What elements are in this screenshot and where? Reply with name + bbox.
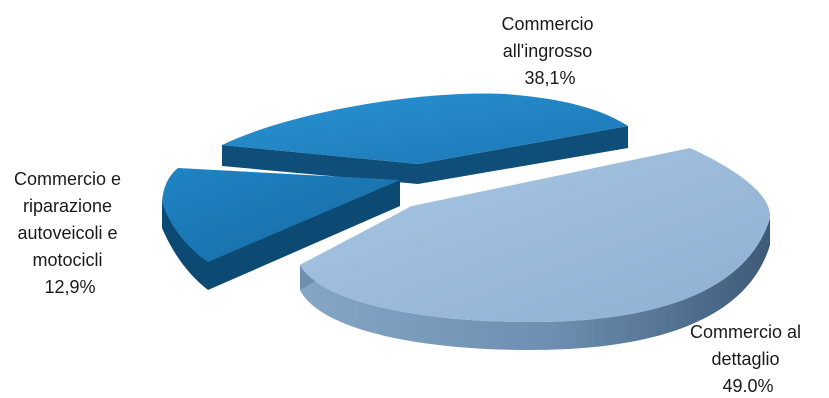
slice-retail-top: [300, 148, 771, 322]
slice-vehicles-top: [162, 168, 400, 262]
label-retail-line-2: dettaglio: [711, 349, 779, 369]
slice-wholesale-side: [222, 126, 628, 184]
label-wholesale-line-2: all'ingrosso: [503, 41, 592, 61]
label-vehicles-line-3: autoveicoli e: [17, 223, 117, 243]
label-wholesale: Commercio all'ingrosso 38,1%: [501, 14, 598, 88]
slice-wholesale[interactable]: [222, 93, 628, 184]
label-vehicles-line-1: Commercio e: [14, 169, 121, 189]
label-retail-line-1: Commercio al: [690, 322, 801, 342]
slice-wholesale-top: [222, 93, 628, 164]
slice-retail[interactable]: [300, 148, 771, 350]
label-vehicles-value: 12,9%: [44, 277, 95, 297]
label-retail-value: 49.0%: [722, 376, 773, 396]
label-vehicles: Commercio e riparazione autoveicoli e mo…: [14, 169, 126, 297]
label-retail: Commercio al dettaglio 49.0%: [690, 322, 806, 396]
label-wholesale-line-1: Commercio: [501, 14, 593, 34]
label-vehicles-line-4: motocicli: [32, 250, 102, 270]
label-wholesale-value: 38,1%: [524, 68, 575, 88]
label-vehicles-line-2: riparazione: [23, 196, 112, 216]
slice-vehicles[interactable]: [162, 168, 400, 290]
slice-retail-side: [300, 218, 770, 350]
